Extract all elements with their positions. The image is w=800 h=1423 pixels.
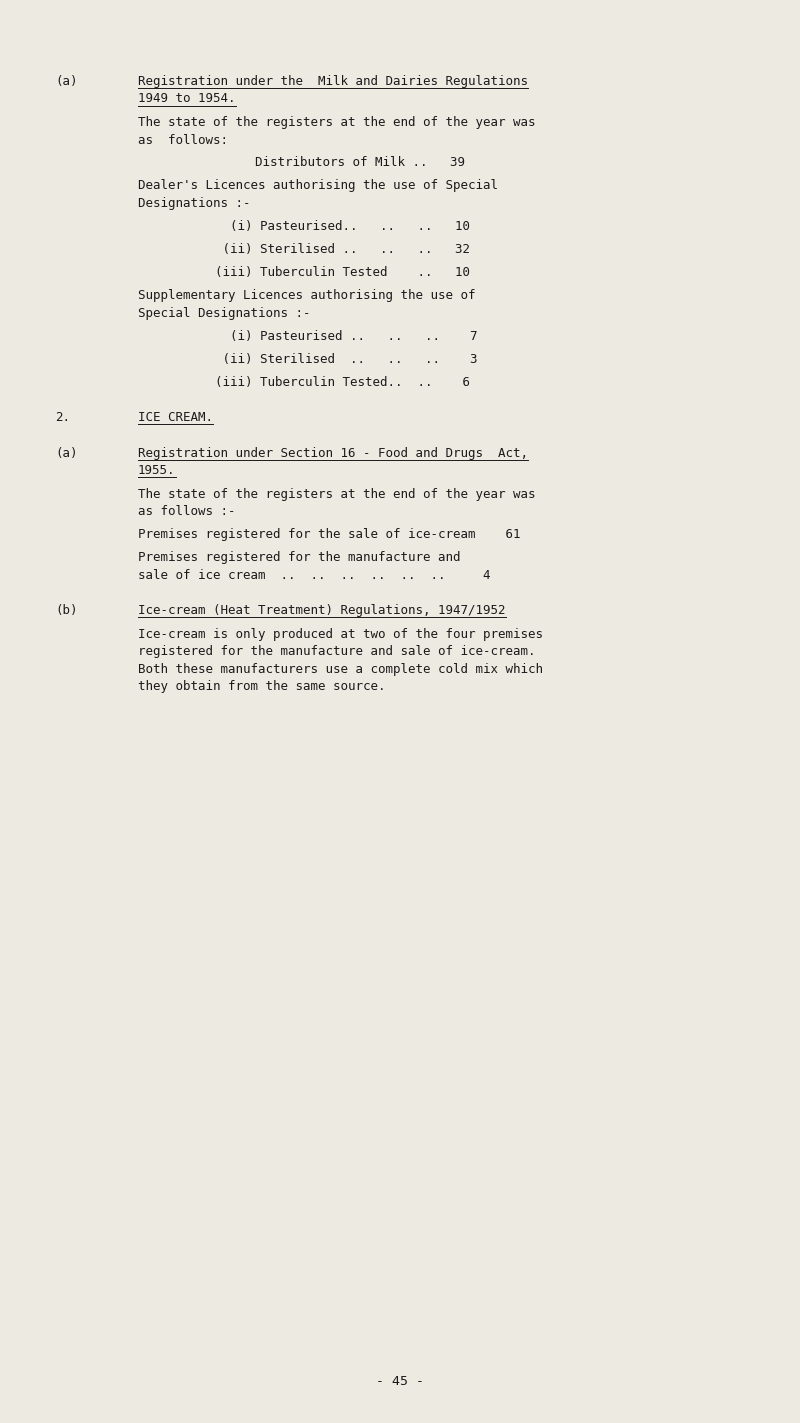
Text: as  follows:: as follows: xyxy=(138,134,228,147)
Text: Ice-cream (Heat Treatment) Regulations, 1947/1952: Ice-cream (Heat Treatment) Regulations, … xyxy=(138,603,506,618)
Text: The state of the registers at the end of the year was: The state of the registers at the end of… xyxy=(138,117,535,129)
Text: (i) Pasteurised ..   ..   ..    7: (i) Pasteurised .. .. .. 7 xyxy=(200,330,478,343)
Text: (iii) Tuberculin Tested..  ..    6: (iii) Tuberculin Tested.. .. 6 xyxy=(200,376,470,388)
Text: (b): (b) xyxy=(55,603,78,618)
Text: Registration under Section 16 - Food and Drugs  Act,: Registration under Section 16 - Food and… xyxy=(138,447,528,460)
Text: as follows :-: as follows :- xyxy=(138,505,235,518)
Text: they obtain from the same source.: they obtain from the same source. xyxy=(138,680,386,693)
Text: Dealer's Licences authorising the use of Special: Dealer's Licences authorising the use of… xyxy=(138,179,498,192)
Text: The state of the registers at the end of the year was: The state of the registers at the end of… xyxy=(138,488,535,501)
Text: - 45 -: - 45 - xyxy=(376,1375,424,1387)
Text: (a): (a) xyxy=(55,75,78,88)
Text: Special Designations :-: Special Designations :- xyxy=(138,306,310,320)
Text: 1955.: 1955. xyxy=(138,464,175,477)
Text: Both these manufacturers use a complete cold mix which: Both these manufacturers use a complete … xyxy=(138,663,543,676)
Text: Distributors of Milk ..   39: Distributors of Milk .. 39 xyxy=(255,157,465,169)
Text: ICE CREAM.: ICE CREAM. xyxy=(138,411,213,424)
Text: 2.: 2. xyxy=(55,411,70,424)
Text: Registration under the  Milk and Dairies Regulations: Registration under the Milk and Dairies … xyxy=(138,75,528,88)
Text: Ice-cream is only produced at two of the four premises: Ice-cream is only produced at two of the… xyxy=(138,628,543,640)
Text: registered for the manufacture and sale of ice-cream.: registered for the manufacture and sale … xyxy=(138,645,535,657)
Text: Supplementary Licences authorising the use of: Supplementary Licences authorising the u… xyxy=(138,289,475,302)
Text: Designations :-: Designations :- xyxy=(138,196,250,211)
Text: (i) Pasteurised..   ..   ..   10: (i) Pasteurised.. .. .. 10 xyxy=(200,221,470,233)
Text: (ii) Sterilised ..   ..   ..   32: (ii) Sterilised .. .. .. 32 xyxy=(200,243,470,256)
Text: 1949 to 1954.: 1949 to 1954. xyxy=(138,92,235,105)
Text: (iii) Tuberculin Tested    ..   10: (iii) Tuberculin Tested .. 10 xyxy=(200,266,470,279)
Text: Premises registered for the sale of ice-cream    61: Premises registered for the sale of ice-… xyxy=(138,528,521,541)
Text: (ii) Sterilised  ..   ..   ..    3: (ii) Sterilised .. .. .. 3 xyxy=(200,353,478,366)
Text: sale of ice cream  ..  ..  ..  ..  ..  ..     4: sale of ice cream .. .. .. .. .. .. 4 xyxy=(138,569,490,582)
Text: Premises registered for the manufacture and: Premises registered for the manufacture … xyxy=(138,551,461,564)
Text: (a): (a) xyxy=(55,447,78,460)
